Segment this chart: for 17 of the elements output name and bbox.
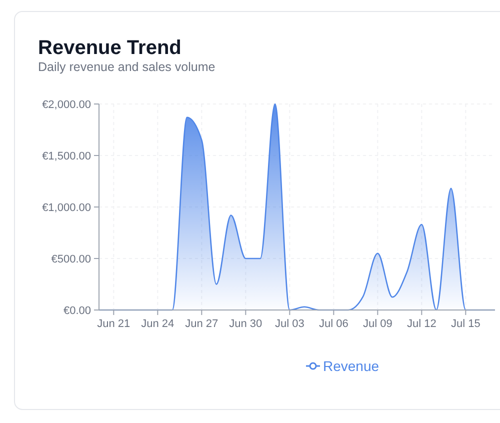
y-tick-label: €0.00 — [63, 304, 91, 317]
x-tick-label: Jun 24 — [141, 318, 174, 330]
y-tick-label: €1,000.00 — [42, 202, 91, 214]
legend-label: Revenue — [323, 358, 380, 374]
x-tick-label: Jun 21 — [97, 318, 130, 330]
chart-title: Revenue Trend — [38, 37, 182, 59]
y-tick-label: €1,500.00 — [42, 150, 91, 162]
x-tick-label: Jul 12 — [406, 318, 436, 330]
x-tick-label: Jul 03 — [274, 318, 304, 330]
chart-subtitle: Daily revenue and sales volume — [38, 60, 216, 74]
x-tick-label: Jun 30 — [229, 318, 262, 330]
y-tick-label: €2,000.00 — [42, 98, 91, 111]
x-tick-label: Jun 27 — [185, 318, 218, 330]
y-tick-label: €500.00 — [51, 253, 91, 266]
x-tick-label: Jul 09 — [362, 318, 392, 330]
x-tick-label: Jul 06 — [318, 318, 348, 330]
x-tick-label: Jul 15 — [450, 318, 480, 330]
